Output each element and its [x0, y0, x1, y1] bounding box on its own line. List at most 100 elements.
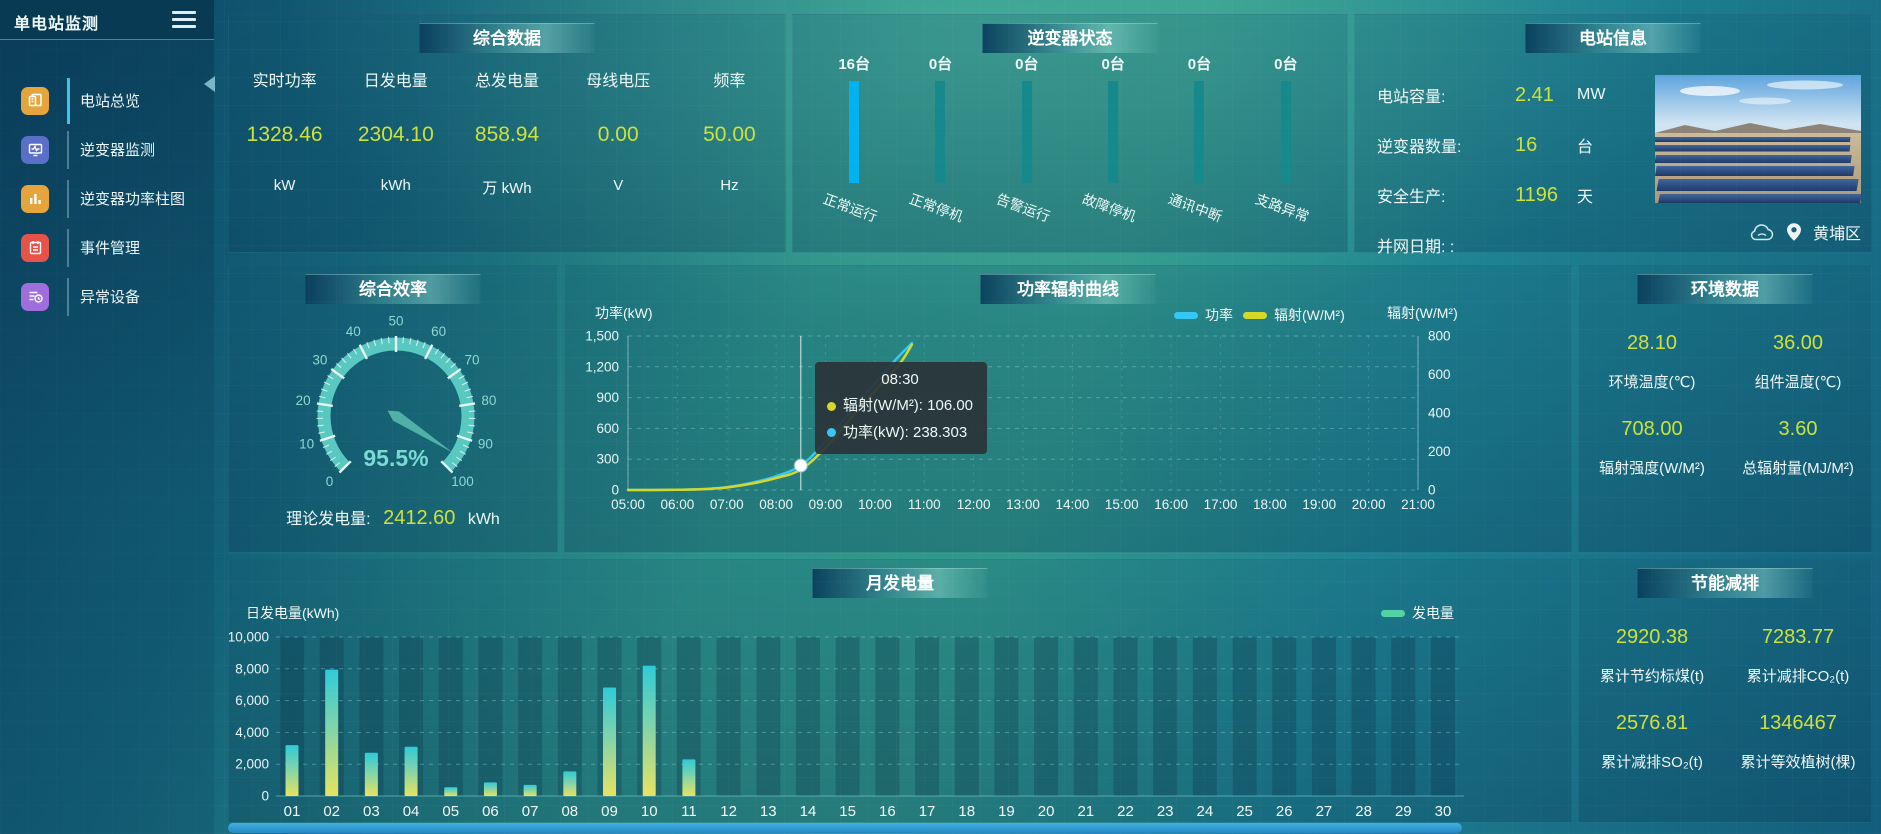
metric-frequency: 频率 50.00 Hz — [703, 73, 756, 194]
panel-inverter-status: 逆变器状态 16台 正常运行 0台 正常停机 0台 告警运行 0台 故障停机 0… — [792, 14, 1348, 253]
panel-title: 逆变器状态 — [982, 23, 1158, 53]
panel-title: 综合数据 — [419, 23, 595, 53]
sidebar-item-inverter-monitor[interactable]: 逆变器监测 — [0, 125, 214, 174]
svg-text:20:00: 20:00 — [1352, 497, 1386, 512]
svg-text:600: 600 — [1428, 367, 1451, 382]
svg-text:0: 0 — [261, 789, 269, 804]
svg-text:20: 20 — [1038, 803, 1055, 820]
inverter-status-normal-running: 16台 正常运行 — [821, 56, 880, 225]
svg-text:25: 25 — [1236, 803, 1253, 820]
station-location: 黄埔区 — [1749, 220, 1861, 244]
overview-icon — [21, 86, 49, 115]
svg-text:900: 900 — [596, 390, 619, 405]
env-ambient-temp: 28.10 环境温度(℃) — [1608, 332, 1696, 391]
panel-environment-data: 环境数据 28.10 环境温度(℃) 36.00 组件温度(℃) 708.00 … — [1578, 265, 1872, 553]
sidebar-item-abnormal-devices[interactable]: 异常设备 — [0, 272, 214, 321]
svg-text:60: 60 — [431, 324, 446, 339]
hamburger-menu-icon[interactable] — [172, 11, 196, 32]
chart-tooltip: 08:30 辐射(W/M²): 106.00 功率(kW): 238.303 — [815, 362, 988, 454]
theoretical-generation: 理论发电量: 2412.60 kWh — [286, 507, 500, 529]
svg-text:23: 23 — [1157, 803, 1174, 820]
env-module-temp: 36.00 组件温度(℃) — [1754, 332, 1842, 391]
svg-text:50: 50 — [388, 314, 403, 329]
metric-bus-voltage: 母线电压 0.00 V — [586, 73, 651, 194]
svg-text:24: 24 — [1197, 803, 1214, 820]
svg-text:8,000: 8,000 — [235, 661, 269, 676]
station-capacity-row: 电站容量: 2.41 MW — [1377, 83, 1606, 107]
sidebar-item-event-management[interactable]: 事件管理 — [0, 223, 214, 272]
svg-text:18: 18 — [958, 803, 975, 820]
station-safe-days-row: 安全生产: 1196 天 — [1377, 183, 1594, 207]
sidebar-collapse-arrow[interactable] — [204, 76, 215, 92]
svg-text:08: 08 — [561, 803, 578, 820]
panel-monthly-generation: 月发电量 0 2,000 4,000 6,000 8,000 10,000 日发电量(kWh… — [228, 559, 1572, 823]
station-grid-date-row: 并网日期: : — [1377, 239, 1455, 256]
sidebar-menu: 电站总览 逆变器监测 逆变器功率柱图 事件管理 — [0, 76, 214, 321]
svg-text:11: 11 — [681, 803, 697, 820]
inverter-status-bars: 16台 正常运行 0台 正常停机 0台 告警运行 0台 故障停机 0台 通讯中断… — [793, 15, 1347, 252]
svg-text:10,000: 10,000 — [229, 630, 269, 645]
svg-text:13:00: 13:00 — [1006, 497, 1040, 512]
panel-efficiency: 综合效率 0 10 20 30 40 50 60 70 80 90 100 95.5% 理论发电量: … — [228, 265, 558, 553]
svg-text:600: 600 — [596, 421, 619, 436]
tooltip-dot — [827, 428, 836, 438]
panel-title: 环境数据 — [1637, 274, 1813, 304]
svg-text:10:00: 10:00 — [858, 497, 892, 512]
saving-coal: 2920.38 累计节约标煤(t) — [1599, 626, 1705, 685]
sidebar-header: 单电站监测 — [0, 0, 214, 40]
saving-so2: 2576.81 累计减排SO₂(t) — [1601, 712, 1703, 771]
sidebar-item-label: 电站总览 — [80, 93, 141, 110]
svg-text:05: 05 — [442, 803, 459, 820]
notebook-icon — [21, 233, 49, 262]
svg-text:800: 800 — [1428, 329, 1451, 344]
svg-text:18:00: 18:00 — [1253, 497, 1287, 512]
svg-text:30: 30 — [1435, 803, 1452, 820]
station-info-rows: 电站容量: 2.41 MW 逆变器数量: 16 台 安全生产: 1196 天 并… — [1377, 71, 1647, 271]
svg-text:21:00: 21:00 — [1401, 497, 1435, 512]
svg-text:2,000: 2,000 — [235, 757, 269, 772]
weather-cloud-icon[interactable] — [1749, 223, 1775, 241]
panel-title: 月发电量 — [812, 568, 988, 598]
svg-text:02: 02 — [323, 803, 340, 820]
svg-text:功率(kW): 功率(kW) — [595, 305, 653, 321]
svg-text:03: 03 — [363, 803, 380, 820]
svg-text:06:00: 06:00 — [660, 497, 694, 512]
location-pin-icon[interactable] — [1786, 223, 1801, 241]
inverter-bar — [1280, 81, 1291, 183]
svg-text:1,500: 1,500 — [585, 329, 619, 344]
monthly-generation-chart[interactable]: 0 2,000 4,000 6,000 8,000 10,000 日发电量(kWh) 发电量 0… — [229, 560, 1573, 824]
station-inverter-count-row: 逆变器数量: 16 台 — [1377, 133, 1594, 157]
sidebar-item-inverter-power-bars[interactable]: 逆变器功率柱图 — [0, 174, 214, 223]
sidebar-item-station-overview[interactable]: 电站总览 — [0, 76, 214, 125]
panel-title: 综合效率 — [305, 274, 481, 304]
svg-text:6,000: 6,000 — [235, 693, 269, 708]
district-label: 黄埔区 — [1812, 226, 1861, 243]
svg-text:09: 09 — [601, 803, 618, 820]
svg-text:300: 300 — [596, 452, 619, 467]
svg-text:12:00: 12:00 — [957, 497, 991, 512]
svg-text:30: 30 — [312, 352, 327, 367]
svg-text:95.5%: 95.5% — [363, 445, 428, 471]
sidebar-item-label: 事件管理 — [80, 240, 141, 257]
svg-text:17:00: 17:00 — [1204, 497, 1238, 512]
inverter-status-alarm-running: 0台 告警运行 — [994, 56, 1053, 225]
svg-text:10: 10 — [641, 803, 658, 820]
panel-station-info: 电站信息 电站容量: 2.41 MW 逆变器数量: 16 台 安全生产: 119… — [1354, 14, 1872, 256]
savings-grid: 2920.38 累计节约标煤(t) 7283.77 累计减排CO₂(t) 257… — [1579, 560, 1871, 772]
efficiency-gauge[interactable]: 0 10 20 30 40 50 60 70 80 90 100 95.5% — [229, 266, 559, 506]
env-irradiance: 708.00 辐射强度(W/M²) — [1599, 418, 1705, 477]
power-radiation-chart[interactable]: 0 300 600 900 1,200 1,500 05:00 06:00 07:00 08:00… — [565, 266, 1573, 554]
svg-text:4,000: 4,000 — [235, 725, 269, 740]
chart-scrollbar[interactable] — [228, 823, 1462, 833]
svg-text:1,200: 1,200 — [585, 359, 619, 374]
svg-text:07:00: 07:00 — [710, 497, 744, 512]
svg-text:04: 04 — [403, 803, 420, 820]
app-title: 单电站监测 — [14, 16, 100, 33]
svg-text:20: 20 — [296, 393, 311, 408]
svg-text:发电量: 发电量 — [1412, 605, 1454, 621]
svg-text:90: 90 — [478, 437, 493, 452]
inverter-bar — [1194, 81, 1205, 183]
metric-realtime-power: 实时功率 1328.46 kW — [246, 73, 323, 194]
svg-text:功率: 功率 — [1205, 307, 1233, 323]
panel-summary-data: 综合数据 实时功率 1328.46 kW 日发电量 2304.10 kWh 总发… — [228, 14, 786, 253]
